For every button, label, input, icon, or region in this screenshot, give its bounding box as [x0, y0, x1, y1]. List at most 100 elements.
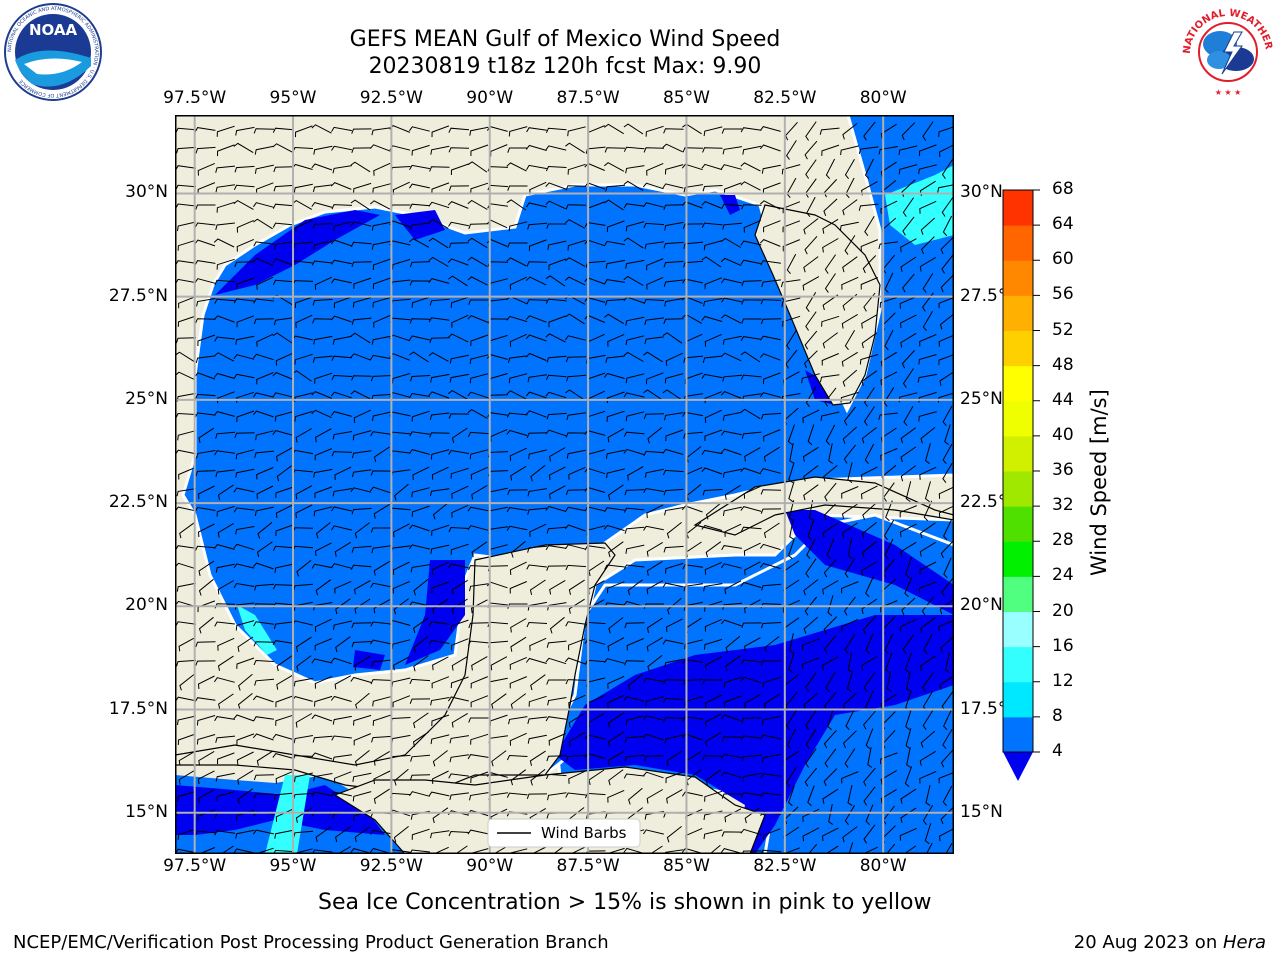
colorbar-bin: [1003, 681, 1033, 718]
wind-barb: [215, 735, 236, 743]
wind-barb: [823, 768, 838, 787]
wind-barb: [234, 432, 255, 439]
wind-barb: [451, 314, 469, 328]
wind-barb: [179, 674, 195, 691]
wind-barb: [214, 336, 235, 342]
wind-barb: [880, 752, 898, 765]
wind-barb: [252, 695, 274, 703]
wind-barb: [662, 332, 683, 344]
wind-barb: [194, 127, 216, 133]
wind-barb: [525, 352, 547, 361]
colorbar-tick-label: 44: [1052, 389, 1074, 410]
wind-barb: [431, 581, 450, 594]
wind-barb: [254, 583, 275, 591]
wind-barb: [808, 500, 814, 521]
wind-barb: [642, 829, 664, 835]
wind-barb: [468, 622, 489, 629]
wind-barb: [740, 659, 762, 665]
map-title: GEFS MEAN Gulf of Mexico Wind Speed: [349, 27, 781, 52]
wind-barb: [546, 355, 567, 363]
wind-barb: [623, 203, 645, 209]
wind-barb: [945, 842, 953, 854]
wind-barb: [273, 584, 294, 590]
wind-barb: [607, 694, 625, 708]
lat-labels-left: 30°N 27.5°N 25°N 22.5°N 20°N 17.5°N 15°N: [0, 0, 172, 960]
wind-barb: [234, 602, 255, 610]
wind-barb: [351, 622, 372, 629]
wind-barb: [902, 197, 915, 217]
wind-barb: [643, 222, 665, 229]
wind-barb: [721, 736, 743, 742]
wind-barb: [198, 560, 215, 577]
wind-barb: [663, 488, 684, 496]
wind-barb: [626, 638, 644, 651]
wind-barb: [470, 676, 488, 689]
wind-barb: [759, 543, 781, 551]
wind-barb: [275, 695, 294, 708]
wind-barb: [701, 524, 723, 531]
wind-barb: [470, 733, 489, 745]
wind-barb: [642, 733, 664, 741]
wind-barb: [454, 845, 468, 854]
wind-barb: [607, 581, 625, 594]
wind-barb: [821, 144, 840, 156]
wind-barb: [507, 355, 528, 364]
wind-barb: [684, 696, 703, 707]
wind-barb: [253, 793, 275, 799]
wind-barb: [449, 735, 469, 744]
wind-barb: [884, 272, 894, 294]
wind-barb: [413, 617, 429, 634]
wind-barb: [351, 450, 372, 459]
wind-barb: [312, 184, 333, 193]
wind-barb: [294, 410, 313, 422]
wind-barb: [604, 279, 625, 285]
wind-barb: [627, 579, 643, 596]
wind-barb: [431, 125, 450, 138]
wind-barb: [391, 639, 411, 650]
wind-barb: [624, 622, 645, 629]
wind-barb: [431, 182, 450, 195]
wind-barb: [409, 392, 430, 399]
wind-barb: [451, 427, 468, 444]
wind-barb: [943, 519, 952, 541]
colorbar-tick-label: 20: [1052, 600, 1074, 621]
wind-barb: [372, 297, 391, 308]
wind-barb: [802, 276, 820, 291]
wind-barb: [217, 522, 234, 538]
wind-barb: [411, 487, 430, 498]
wind-barb: [880, 123, 897, 139]
wind-barb: [759, 239, 781, 247]
lon-tick-label: 90°W: [466, 856, 514, 876]
wind-barb: [740, 676, 762, 684]
wind-barb: [662, 639, 684, 645]
colorbar-tick-label: 8: [1052, 705, 1063, 726]
wind-barb: [682, 679, 704, 686]
wind-barb: [847, 785, 853, 807]
wind-barb: [314, 542, 332, 557]
wind-barb: [605, 449, 625, 459]
wind-barb: [604, 147, 626, 153]
wind-barb: [335, 826, 351, 843]
wind-barb: [334, 580, 352, 594]
wind-barb: [215, 431, 236, 439]
wind-barb: [760, 792, 781, 798]
wind-barb: [761, 164, 781, 174]
wind-barb: [624, 660, 645, 666]
wind-barb: [628, 787, 643, 805]
wind-barb: [413, 579, 429, 596]
wind-barb: [741, 431, 762, 439]
wind-barb: [252, 202, 274, 208]
wind-barb: [509, 561, 527, 575]
wind-barb: [408, 335, 430, 341]
wind-barb: [252, 562, 274, 570]
low-wind-area-caribbean2: [785, 510, 954, 615]
wind-barb: [311, 202, 333, 208]
wind-barb: [740, 162, 761, 172]
wind-barb: [905, 557, 912, 579]
wind-barb: [646, 504, 664, 518]
wind-barb: [789, 519, 795, 540]
colorbar-bin: [1003, 225, 1033, 261]
wind-barb: [545, 298, 567, 304]
wind-barb: [763, 693, 780, 709]
wind-barb: [197, 675, 215, 690]
